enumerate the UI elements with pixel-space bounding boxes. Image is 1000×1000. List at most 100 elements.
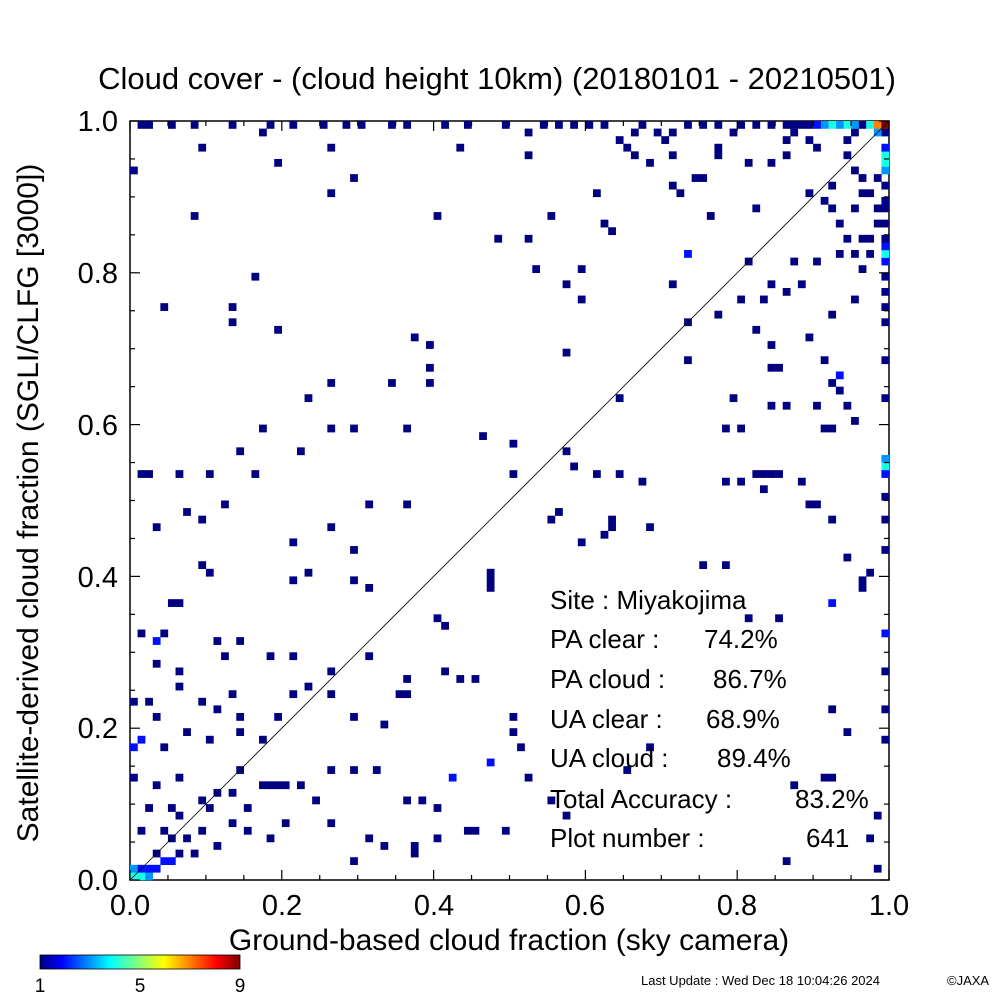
- heatmap-cell: [790, 121, 799, 129]
- heatmap-cell: [615, 394, 624, 403]
- heatmap-cell: [873, 219, 882, 228]
- heatmap-cell: [274, 781, 282, 790]
- heatmap-cell: [797, 477, 806, 486]
- heatmap-cell: [296, 447, 305, 456]
- heatmap-cell: [600, 121, 609, 129]
- heatmap-cell: [851, 166, 859, 175]
- heatmap-cell: [418, 796, 427, 805]
- heatmap-cell: [213, 842, 222, 850]
- x-tick-label: 0.8: [717, 890, 757, 922]
- heatmap-cell: [357, 121, 366, 129]
- heatmap-cell: [608, 523, 616, 532]
- heatmap-cell: [228, 819, 237, 828]
- heatmap-cell: [501, 121, 510, 129]
- heatmap-cell: [858, 121, 867, 129]
- heatmap-cell: [843, 401, 852, 410]
- colorbar-tick-label: 5: [135, 976, 146, 997]
- heatmap-cell: [699, 174, 708, 182]
- heatmap-cell: [190, 212, 199, 220]
- heatmap-cell: [623, 766, 632, 774]
- heatmap-cell: [183, 728, 191, 736]
- heatmap-cell: [380, 842, 389, 850]
- heatmap-cell: [759, 470, 768, 478]
- heatmap-cell: [327, 819, 336, 828]
- heatmap-cell: [251, 272, 260, 281]
- heatmap-cell: [494, 234, 503, 243]
- stat-total-accuracy-value: 83.2%: [795, 784, 869, 814]
- heatmap-cell: [198, 561, 207, 570]
- heatmap-cell: [448, 773, 457, 782]
- heatmap-cell: [137, 735, 146, 744]
- heatmap-cell: [327, 690, 336, 699]
- heatmap-cell: [433, 804, 442, 812]
- heatmap-cell: [881, 454, 890, 463]
- x-tick-label: 0.2: [262, 890, 302, 922]
- heatmap-cell: [881, 318, 890, 327]
- last-update-text: Last Update : Wed Dec 18 10:04:26 2024: [641, 973, 880, 988]
- heatmap-cell: [198, 143, 207, 152]
- heatmap-cell: [570, 121, 579, 129]
- heatmap-cell: [851, 417, 859, 425]
- heatmap-cell: [365, 834, 374, 843]
- heatmap-cell: [342, 121, 351, 129]
- heatmap-cell: [175, 599, 184, 607]
- heatmap-cell: [266, 652, 275, 661]
- heatmap-cell: [524, 128, 533, 137]
- heatmap-cell: [486, 758, 495, 767]
- heatmap-cell: [403, 500, 412, 509]
- heatmap-cell: [160, 743, 169, 752]
- heatmap-cell: [221, 500, 229, 509]
- heatmap-cell: [228, 318, 237, 327]
- y-tick-label: 0.0: [78, 865, 118, 897]
- heatmap-cell: [410, 849, 419, 858]
- heatmap-cell: [433, 212, 442, 220]
- heatmap-cell: [175, 811, 184, 820]
- heatmap-cell: [350, 713, 358, 721]
- heatmap-cell: [851, 128, 859, 137]
- heatmap-cell: [691, 174, 700, 182]
- heatmap-cell: [881, 303, 890, 311]
- heatmap-cell: [403, 796, 412, 805]
- heatmap-cell: [524, 234, 533, 243]
- heatmap-cell: [289, 652, 298, 661]
- heatmap-cell: [638, 121, 647, 129]
- heatmap-cell: [835, 121, 844, 129]
- heatmap-cell: [130, 166, 138, 175]
- heatmap-cell: [251, 470, 260, 478]
- heatmap-cell: [509, 470, 518, 478]
- heatmap-cell: [828, 773, 837, 782]
- heatmap-cell: [304, 682, 313, 691]
- heatmap-cell: [630, 128, 639, 137]
- heatmap-cell: [881, 166, 890, 175]
- heatmap-cell: [539, 121, 548, 129]
- heatmap-cell: [813, 143, 821, 152]
- heatmap-cell: [160, 826, 169, 835]
- heatmap-cell: [327, 424, 336, 433]
- y-tick-label: 0.2: [78, 713, 118, 745]
- heatmap-cell: [881, 181, 890, 190]
- heatmap-cell: [668, 128, 677, 137]
- heatmap-cell: [813, 121, 821, 129]
- heatmap-cell: [145, 121, 153, 129]
- y-tick-label: 1.0: [78, 106, 118, 138]
- heatmap-cell: [175, 773, 184, 782]
- heatmap-cell: [570, 462, 579, 471]
- heatmap-cell: [775, 363, 783, 372]
- heatmap-cell: [547, 212, 556, 220]
- heatmap-cell: [501, 826, 510, 835]
- heatmap-cell: [881, 629, 890, 638]
- heatmap-cell: [183, 834, 191, 843]
- stat-plot-number-label: Plot number :: [550, 823, 705, 853]
- heatmap-cell: [152, 713, 161, 721]
- heatmap-cell: [152, 523, 161, 532]
- heatmap-cell: [486, 576, 495, 585]
- heatmap-cell: [600, 530, 609, 539]
- heatmap-cell: [236, 637, 245, 645]
- heatmap-cell: [653, 128, 662, 137]
- reference-line: [129, 120, 890, 881]
- heatmap-cell: [388, 379, 396, 387]
- stat-plot-number-value: 641: [806, 823, 849, 853]
- heatmap-cell: [881, 234, 890, 243]
- heatmap-cell: [403, 424, 412, 433]
- heatmap-cell: [866, 250, 875, 258]
